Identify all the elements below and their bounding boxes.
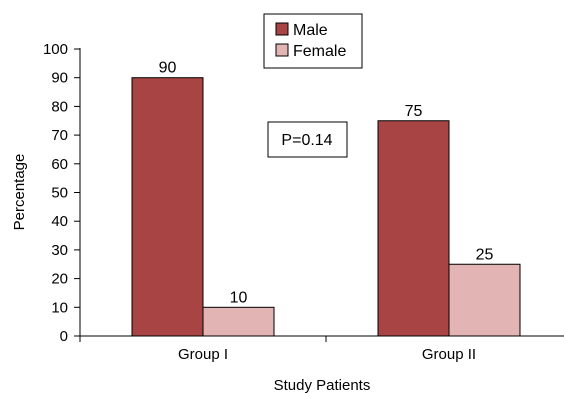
y-tick-label: 20 <box>51 271 68 288</box>
bar-male-1 <box>131 77 204 337</box>
data-label: 90 <box>159 60 177 77</box>
data-label: 75 <box>405 103 423 120</box>
y-tick-label: 0 <box>60 328 68 345</box>
legend: Male Female <box>263 13 363 69</box>
legend-swatch-female <box>275 43 289 57</box>
annotation-box <box>267 121 348 158</box>
y-tick-label: 80 <box>51 98 68 115</box>
bar-male-2 <box>377 120 450 337</box>
bars <box>131 77 521 337</box>
p-value-annotation: P=0.14 <box>267 121 348 158</box>
y-tick-label: 90 <box>51 70 68 87</box>
annotation-text: P=0.14 <box>281 132 332 149</box>
x-axis-title: Study Patients <box>274 377 371 394</box>
y-ticks: 0 10 20 30 40 50 60 70 80 90 100 <box>43 41 80 345</box>
y-axis-title: Percentage <box>11 154 28 231</box>
y-tick-label: 100 <box>43 41 68 58</box>
data-labels: 90 75 10 25 <box>159 60 494 307</box>
data-label: 25 <box>476 246 494 263</box>
y-tick-label: 70 <box>51 127 68 144</box>
y-tick-label: 30 <box>51 242 68 259</box>
y-tick-label: 10 <box>51 299 68 316</box>
y-tick-label: 60 <box>51 156 68 173</box>
bar-female-1 <box>202 306 275 337</box>
bar-female-2 <box>448 263 521 337</box>
x-tick-label: Group I <box>178 346 228 363</box>
x-tick-label: Group II <box>422 346 476 363</box>
x-category-ticks: Group I Group II <box>79 336 476 363</box>
legend-label-male: Male <box>293 22 328 39</box>
data-label: 10 <box>230 289 248 306</box>
legend-swatch-male <box>275 22 289 36</box>
y-tick-label: 40 <box>51 213 68 230</box>
legend-label-female: Female <box>293 43 346 60</box>
y-tick-label: 50 <box>51 185 68 202</box>
